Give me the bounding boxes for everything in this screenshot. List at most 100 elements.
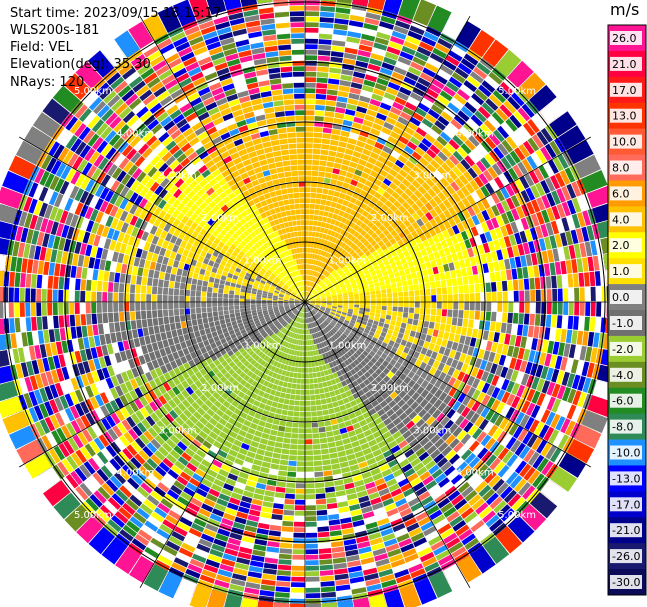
velocity-gate bbox=[504, 258, 511, 270]
velocity-gate bbox=[289, 399, 295, 406]
velocity-gate bbox=[311, 361, 316, 367]
velocity-gate bbox=[330, 230, 336, 237]
velocity-gate bbox=[467, 97, 481, 110]
velocity-gate bbox=[432, 266, 439, 275]
velocity-gate bbox=[306, 264, 309, 270]
velocity-gate bbox=[394, 326, 400, 333]
velocity-gate bbox=[458, 302, 464, 310]
velocity-gate bbox=[369, 58, 383, 67]
velocity-gate bbox=[422, 167, 433, 178]
velocity-gate bbox=[380, 314, 386, 319]
velocity-gate bbox=[348, 92, 360, 100]
velocity-gate bbox=[343, 297, 349, 300]
velocity-gate bbox=[439, 177, 450, 188]
velocity-gate bbox=[437, 69, 451, 81]
velocity-gate bbox=[403, 210, 411, 219]
velocity-gate bbox=[313, 277, 318, 283]
velocity-gate bbox=[305, 66, 317, 72]
velocity-gate bbox=[310, 400, 316, 406]
velocity-gate bbox=[354, 111, 366, 119]
velocity-gate bbox=[435, 181, 446, 191]
velocity-gate bbox=[571, 259, 578, 273]
velocity-gate bbox=[262, 568, 277, 575]
velocity-gate bbox=[464, 139, 476, 151]
velocity-gate bbox=[387, 111, 399, 121]
velocity-gate bbox=[590, 302, 596, 317]
velocity-gate bbox=[362, 247, 369, 254]
velocity-gate bbox=[358, 215, 366, 222]
velocity-gate bbox=[315, 493, 326, 499]
velocity-gate bbox=[309, 203, 315, 209]
velocity-gate bbox=[305, 258, 308, 264]
velocity-gate bbox=[302, 351, 305, 357]
velocity-gate bbox=[305, 521, 317, 527]
velocity-gate bbox=[330, 51, 344, 58]
velocity-gate bbox=[417, 102, 430, 113]
velocity-gate bbox=[359, 304, 365, 309]
velocity-gate bbox=[338, 247, 344, 253]
velocity-gate bbox=[452, 166, 463, 177]
velocity-gate bbox=[314, 466, 323, 472]
velocity-gate bbox=[310, 276, 314, 282]
velocity-gate bbox=[340, 466, 351, 474]
velocity-gate bbox=[390, 106, 402, 116]
velocity-gate bbox=[589, 271, 596, 287]
velocity-gate bbox=[305, 400, 311, 406]
velocity-gate bbox=[498, 333, 506, 344]
velocity-gate bbox=[576, 258, 584, 273]
velocity-gate bbox=[427, 5, 452, 33]
velocity-gate bbox=[437, 115, 450, 127]
velocity-gate bbox=[305, 110, 315, 116]
velocity-gate bbox=[305, 433, 313, 439]
velocity-gate bbox=[343, 244, 350, 251]
velocity-gate bbox=[396, 281, 402, 288]
velocity-gate bbox=[317, 526, 330, 532]
velocity-gate bbox=[400, 322, 407, 329]
velocity-gate bbox=[400, 150, 411, 160]
velocity-gate bbox=[436, 302, 442, 309]
velocity-gate bbox=[343, 114, 355, 122]
velocity-gate bbox=[425, 288, 431, 296]
velocity-gate bbox=[376, 136, 387, 145]
velocity-gate bbox=[450, 270, 457, 279]
velocity-gate bbox=[407, 318, 413, 325]
velocity-gate bbox=[405, 174, 415, 184]
velocity-gate bbox=[356, 182, 365, 190]
velocity-gate bbox=[555, 328, 562, 342]
velocity-gate bbox=[469, 284, 475, 293]
velocity-gate bbox=[437, 265, 445, 273]
velocity-gate bbox=[363, 23, 378, 31]
velocity-gate bbox=[435, 337, 443, 346]
velocity-gate bbox=[473, 319, 480, 329]
velocity-gate bbox=[375, 290, 381, 295]
velocity-gate bbox=[315, 394, 321, 400]
velocity-gate bbox=[324, 111, 335, 118]
velocity-gate bbox=[460, 159, 471, 170]
velocity-gate bbox=[314, 204, 321, 210]
velocity-gate bbox=[541, 302, 547, 314]
velocity-gate bbox=[305, 297, 307, 302]
velocity-gate bbox=[315, 99, 326, 105]
velocity-gate bbox=[341, 257, 348, 263]
velocity-gate bbox=[400, 275, 407, 282]
velocity-gate bbox=[305, 505, 316, 511]
velocity-gate bbox=[585, 287, 591, 302]
velocity-gate bbox=[406, 197, 415, 206]
velocity-gate bbox=[292, 554, 305, 560]
velocity-gate bbox=[331, 173, 339, 180]
velocity-gate bbox=[305, 82, 316, 88]
velocity-gate bbox=[312, 148, 321, 155]
velocity-gate bbox=[284, 427, 292, 433]
velocity-gate bbox=[338, 222, 345, 229]
velocity-gate bbox=[320, 262, 325, 268]
velocity-gate bbox=[325, 258, 330, 264]
velocity-gate bbox=[369, 170, 379, 178]
velocity-gate bbox=[333, 273, 339, 278]
velocity-gate bbox=[323, 470, 333, 477]
velocity-gate bbox=[412, 278, 419, 285]
velocity-gate bbox=[338, 141, 347, 148]
velocity-gate bbox=[323, 270, 328, 276]
velocity-gate bbox=[305, 461, 314, 467]
velocity-gate bbox=[408, 184, 417, 193]
